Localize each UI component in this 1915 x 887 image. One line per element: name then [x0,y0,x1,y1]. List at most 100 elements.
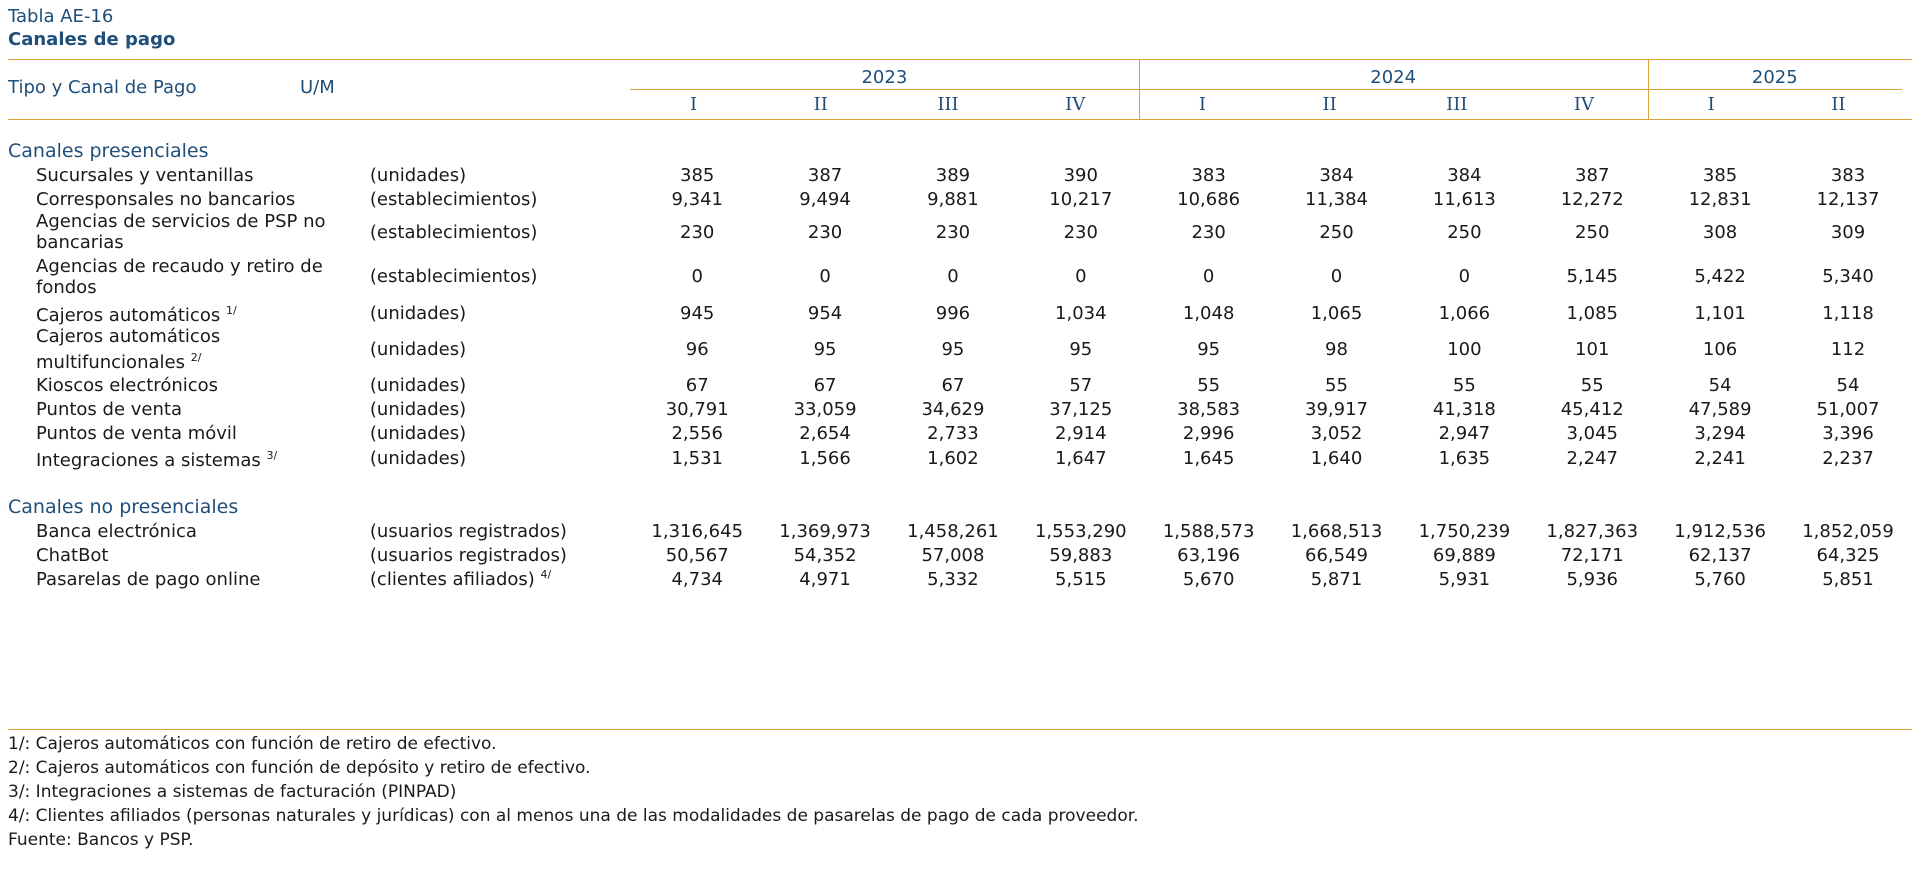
table-row: Puntos de venta móvil (unidades) 2,556 2,65… [8,421,1912,445]
footer-rule [8,729,1912,730]
row-label: Banca electrónica [8,519,370,543]
cell-value: 230 [1191,221,1226,243]
row-unit-text: (unidades) [369,339,467,360]
cell-value: 5,422 [1694,266,1746,287]
row-unit: (unidades) [370,300,633,326]
header-quarter: I [1198,94,1206,115]
header-quarter: III [937,94,959,115]
row-unit-text: (unidades) [369,374,467,396]
row-unit-text: (unidades) [369,164,467,186]
cell-value: 5,851 [1822,568,1874,590]
header-bottom-rule [8,119,1912,120]
row-label-text: Puntos de venta móvil [36,422,237,444]
cell-value: 2,996 [1182,422,1235,444]
row-unit-text: (usuarios registrados) [369,520,567,542]
cell-value: 4,971 [799,568,851,590]
cell-value: 54 [1708,374,1732,396]
cell-value: 1,566 [799,447,851,469]
row-label-text: Banca electrónica [36,520,197,542]
header-quarter: II [1322,94,1337,115]
cell-value: 55 [1452,374,1476,396]
cell-value: 1,066 [1438,302,1491,324]
cell-value: 2,654 [799,422,851,444]
cell-value: 1,085 [1566,302,1618,324]
cell-value: 5,332 [927,568,979,590]
cell-value: 1,588,573 [1162,520,1255,542]
row-label-text: Cajeros automáticos multifuncionales [36,326,221,373]
cell-value: 100 [1447,339,1482,360]
cell-value: 62,137 [1688,544,1752,566]
cell-value: 385 [1702,164,1738,186]
cell-value: 1,852,059 [1802,520,1894,542]
cell-value: 1,065 [1310,302,1363,324]
cell-value: 1,635 [1438,447,1491,469]
footnote-marker: 3/ [266,449,278,462]
cell-value: 64,325 [1816,544,1880,566]
section-title: Canales no presenciales [8,496,239,518]
footnote-marker: 2/ [190,351,202,364]
source-note: Fuente: Bancos y PSP. [8,830,194,850]
cell-value: 54,352 [793,544,857,566]
cell-value: 96 [685,339,709,360]
row-unit: (establecimientos) [370,211,633,253]
header-quarter: I [1707,94,1715,115]
cell-value: 383 [1191,164,1226,186]
row-label-text: Puntos de venta [36,398,182,420]
row-unit: (unidades) [370,326,633,373]
row-label: Integraciones a sistemas 3/ [8,445,370,471]
table-title: Canales de pago [8,29,176,50]
cell-value: 67 [813,374,837,396]
row-unit-text: (establecimientos) [369,221,538,243]
row-label-text: Pasarelas de pago online [36,568,261,590]
cell-value: 45,412 [1560,398,1624,420]
cell-value: 12,272 [1560,188,1624,210]
year-separator [1138,59,1140,119]
cell-value: 1,640 [1310,447,1363,469]
section-header-row: Canales presenciales [8,139,1912,163]
table-row: Puntos de venta (unidades) 30,791 33,059 34,… [8,397,1912,421]
cell-value: 945 [680,302,715,324]
cell-value: 5,515 [1055,568,1107,590]
cell-value: 387 [1575,164,1610,186]
cell-value: 1,531 [671,447,723,469]
row-label: Puntos de venta [8,397,370,421]
row-label: Cajeros automáticos 1/ [8,300,370,326]
cell-value: 3,294 [1694,422,1746,444]
cell-value: 1,118 [1822,302,1874,324]
cell-value: 4,734 [671,568,723,590]
row-unit: (unidades) [370,373,633,397]
row-label: Puntos de venta móvil [8,421,370,445]
cell-value: 57,008 [921,544,985,566]
row-unit: (usuarios registrados) [370,519,633,543]
cell-value: 55 [1197,374,1221,396]
row-unit-text: (clientes afiliados) [369,569,535,590]
cell-value: 5,871 [1310,568,1363,590]
footnote: 4/: Clientes afiliados (personas natural… [8,806,1139,826]
cell-value: 2,733 [927,422,979,444]
cell-value: 2,556 [671,422,723,444]
table-row: Corresponsales no bancarios (establecimie… [8,187,1912,211]
row-unit-text: (unidades) [369,447,467,469]
header-year: 2024 [1370,67,1417,88]
footnotes: 1/: Cajeros automáticos con función de r… [8,732,1139,852]
cell-value: 1,048 [1182,302,1235,324]
header-year: 2023 [861,67,908,88]
cell-value: 0 [947,266,959,287]
cell-value: 230 [1063,221,1098,243]
footnote-marker: 4/ [540,568,552,581]
cell-value: 250 [1575,221,1610,243]
cell-value: 1,750,239 [1418,520,1511,542]
footnote-marker: 1/ [225,304,237,317]
row-unit-text: (usuarios registrados) [369,544,567,566]
cell-value: 10,686 [1177,188,1241,210]
table-container: Tabla AE-16 Canales de pago Tipo y Canal… [8,6,1912,850]
table-row: ChatBot (usuarios registrados) 50,567 54,35… [8,543,1912,567]
row-unit: (establecimientos) [370,187,633,211]
cell-value: 390 [1063,164,1098,186]
cell-value: 9,494 [799,188,851,210]
table-row: Agencias de servicios de PSP no bancaria… [8,211,1912,253]
cell-value: 0 [691,266,703,287]
cell-value: 11,613 [1432,188,1496,210]
row-label: Cajeros automáticos multifuncionales 2/ [8,326,370,373]
row-label-text: Integraciones a sistemas [36,450,261,471]
